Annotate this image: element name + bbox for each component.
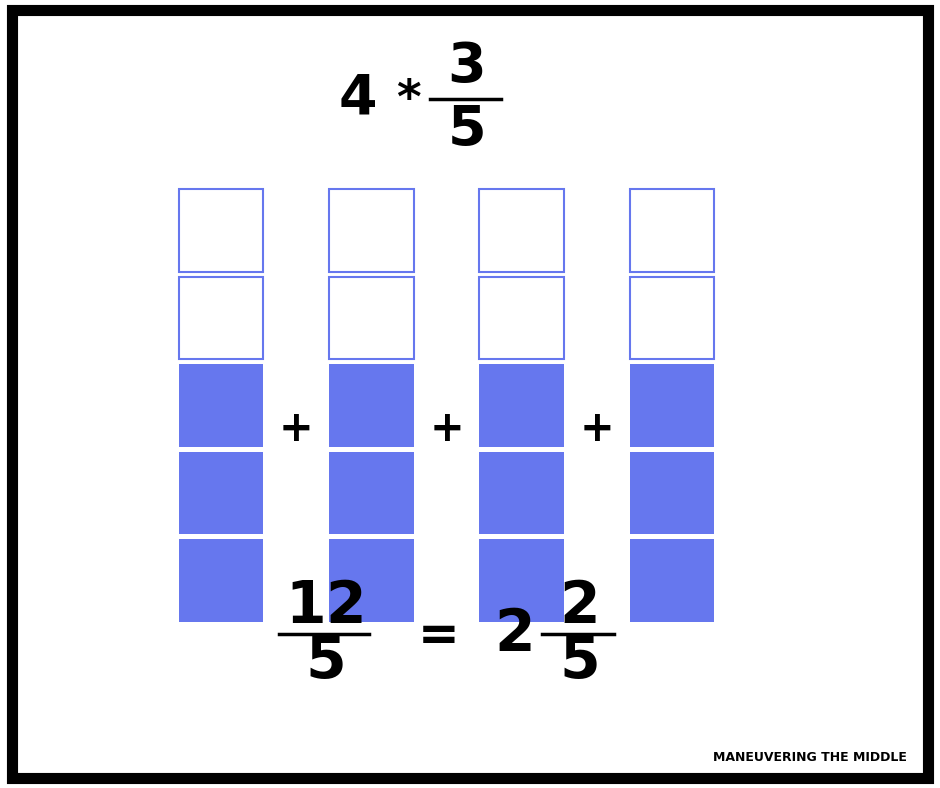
Bar: [479, 189, 564, 272]
Text: $\mathbf{5}$: $\mathbf{5}$: [446, 103, 484, 157]
Text: $\mathbf{5}$: $\mathbf{5}$: [305, 634, 344, 690]
Text: $\mathbf{5}$: $\mathbf{5}$: [558, 634, 598, 690]
Bar: [329, 277, 414, 359]
Text: $\mathbf{12}$: $\mathbf{12}$: [285, 578, 364, 635]
Bar: [179, 277, 263, 359]
Text: $\mathbf{=}$: $\mathbf{=}$: [408, 611, 457, 658]
Bar: [329, 189, 414, 272]
Bar: [479, 277, 564, 359]
Text: $\mathbf{4}$: $\mathbf{4}$: [338, 72, 376, 125]
Bar: [329, 364, 414, 447]
Text: MANEUVERING THE MIDDLE: MANEUVERING THE MIDDLE: [713, 752, 907, 764]
Text: $\mathbf{2}$: $\mathbf{2}$: [494, 606, 531, 663]
Bar: [630, 189, 714, 272]
Bar: [630, 539, 714, 622]
Bar: [630, 364, 714, 447]
Bar: [630, 277, 714, 359]
Text: +: +: [580, 408, 614, 451]
Bar: [179, 452, 263, 534]
Bar: [179, 539, 263, 622]
Bar: [479, 452, 564, 534]
Text: $\mathbf{2}$: $\mathbf{2}$: [559, 578, 597, 635]
Bar: [329, 539, 414, 622]
Text: $\mathbf{3}$: $\mathbf{3}$: [447, 40, 483, 94]
Bar: [479, 364, 564, 447]
Bar: [630, 452, 714, 534]
Text: +: +: [430, 408, 463, 451]
Text: $\mathbf{*}$: $\mathbf{*}$: [396, 76, 422, 121]
Bar: [479, 539, 564, 622]
Bar: [329, 452, 414, 534]
Bar: [179, 189, 263, 272]
Bar: [179, 364, 263, 447]
Text: +: +: [279, 408, 313, 451]
